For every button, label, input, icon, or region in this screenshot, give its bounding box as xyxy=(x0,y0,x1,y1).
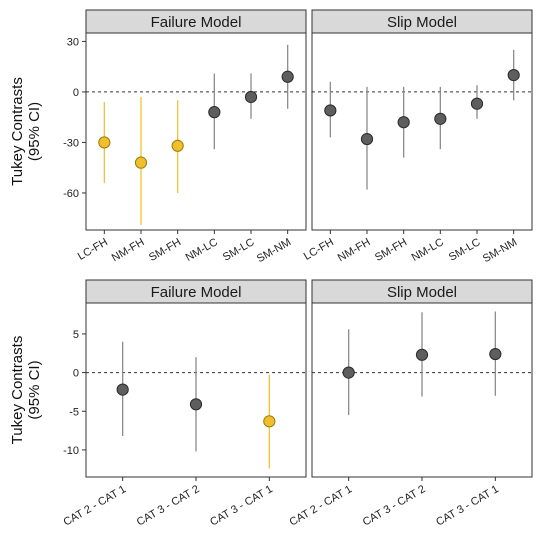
estimate-point xyxy=(281,70,294,83)
y-axis-title: Tukey Contrasts(95% CI) xyxy=(9,77,43,186)
point-cat-2-cat-1 xyxy=(342,329,355,416)
facet-title: Slip Model xyxy=(387,14,457,31)
point-cat-3-cat-2 xyxy=(415,312,429,397)
estimate-point xyxy=(415,348,429,361)
y-axis-title-line: (95% CI) xyxy=(26,102,43,161)
y-tick-label: 30 xyxy=(67,36,79,48)
x-tick-label: CAT 2 - CAT 1 xyxy=(287,483,354,528)
estimate-point xyxy=(507,68,520,82)
estimate-point xyxy=(470,97,484,110)
point-lc-fh xyxy=(324,81,337,138)
y-axis-title-line: Tukey Contrasts xyxy=(9,336,26,445)
point-nm-fh xyxy=(134,96,148,225)
estimate-point xyxy=(324,104,337,117)
x-tick-label: CAT 3 - CAT 2 xyxy=(135,483,202,528)
y-tick-label: -10 xyxy=(63,445,79,457)
estimate-point xyxy=(116,383,129,396)
point-cat-3-cat-1 xyxy=(489,311,502,396)
y-tick-label: 0 xyxy=(73,87,79,99)
y-tick-label: 0 xyxy=(73,368,79,380)
point-nm-lc xyxy=(434,86,447,150)
y-tick-label: -60 xyxy=(63,188,79,200)
estimate-point xyxy=(434,112,447,125)
point-cat-3-cat-2 xyxy=(189,357,203,452)
x-tick-label: SM-LC xyxy=(221,236,257,264)
x-tick-label: LC-FH xyxy=(302,236,336,263)
x-tick-label: CAT 3 - CAT 1 xyxy=(208,483,275,528)
point-sm-fh xyxy=(171,100,184,193)
y-axis-title-line: Tukey Contrasts xyxy=(9,77,26,186)
panel-frame xyxy=(311,32,533,231)
x-tick-label: SM-NM xyxy=(481,236,519,265)
panel-failure-model: Failure Model LC-FH NM-FH SM-FH NM-LC SM-LCSM… xyxy=(76,9,307,265)
x-tick-label: CAT 3 - CAT 1 xyxy=(434,483,501,528)
point-lc-fh xyxy=(98,102,111,183)
y-axis-title: Tukey Contrasts(95% CI) xyxy=(9,336,43,445)
x-tick-label: LC-FH xyxy=(76,236,110,263)
facet-title: Slip Model xyxy=(387,284,457,301)
estimate-point xyxy=(98,136,111,149)
point-cat-2-cat-1 xyxy=(116,341,129,437)
y-axis-title-line: (95% CI) xyxy=(26,360,43,419)
y-tick-label: 5 xyxy=(73,329,79,341)
estimate-point xyxy=(360,132,374,146)
facet-row-1: Tukey Contrasts(95% CI)300-30-60Failure … xyxy=(9,9,533,265)
point-cat-3-cat-1 xyxy=(263,374,276,469)
estimate-point xyxy=(244,90,258,104)
estimate-point xyxy=(342,366,355,379)
y-tick-label: -30 xyxy=(63,137,79,149)
point-nm-lc xyxy=(208,73,221,150)
x-tick-label: SM-FH xyxy=(373,236,409,264)
estimate-point xyxy=(189,398,203,411)
x-tick-label: SM-LC xyxy=(447,236,483,264)
x-tick-label: NM-FH xyxy=(110,236,147,264)
estimate-point xyxy=(397,116,410,129)
x-tick-label: NM-LC xyxy=(184,236,220,264)
x-tick-label: SM-FH xyxy=(147,236,183,264)
point-sm-nm xyxy=(507,49,520,101)
x-tick-label: CAT 3 - CAT 2 xyxy=(361,483,428,528)
x-tick-label: CAT 2 - CAT 1 xyxy=(61,483,128,528)
facet-title: Failure Model xyxy=(151,14,242,31)
point-nm-fh xyxy=(360,86,374,190)
x-tick-label: NM-FH xyxy=(336,236,373,264)
panel-slip-model: Slip Model CAT 2 - CAT 1 CAT 3 - CAT 2 CAT … xyxy=(287,279,533,529)
estimate-point xyxy=(208,106,221,119)
estimate-point xyxy=(263,415,276,428)
x-tick-label: SM-NM xyxy=(255,236,293,265)
panel-frame xyxy=(85,32,307,231)
point-sm-nm xyxy=(281,44,294,109)
x-tick-label: NM-LC xyxy=(410,236,446,264)
estimate-point xyxy=(489,347,502,361)
point-sm-fh xyxy=(397,86,410,158)
facet-title: Failure Model xyxy=(151,284,242,301)
point-sm-lc xyxy=(470,85,484,119)
point-sm-lc xyxy=(244,73,258,119)
y-tick-label: -5 xyxy=(69,406,79,418)
estimate-point xyxy=(134,156,148,169)
estimate-point xyxy=(171,139,184,152)
